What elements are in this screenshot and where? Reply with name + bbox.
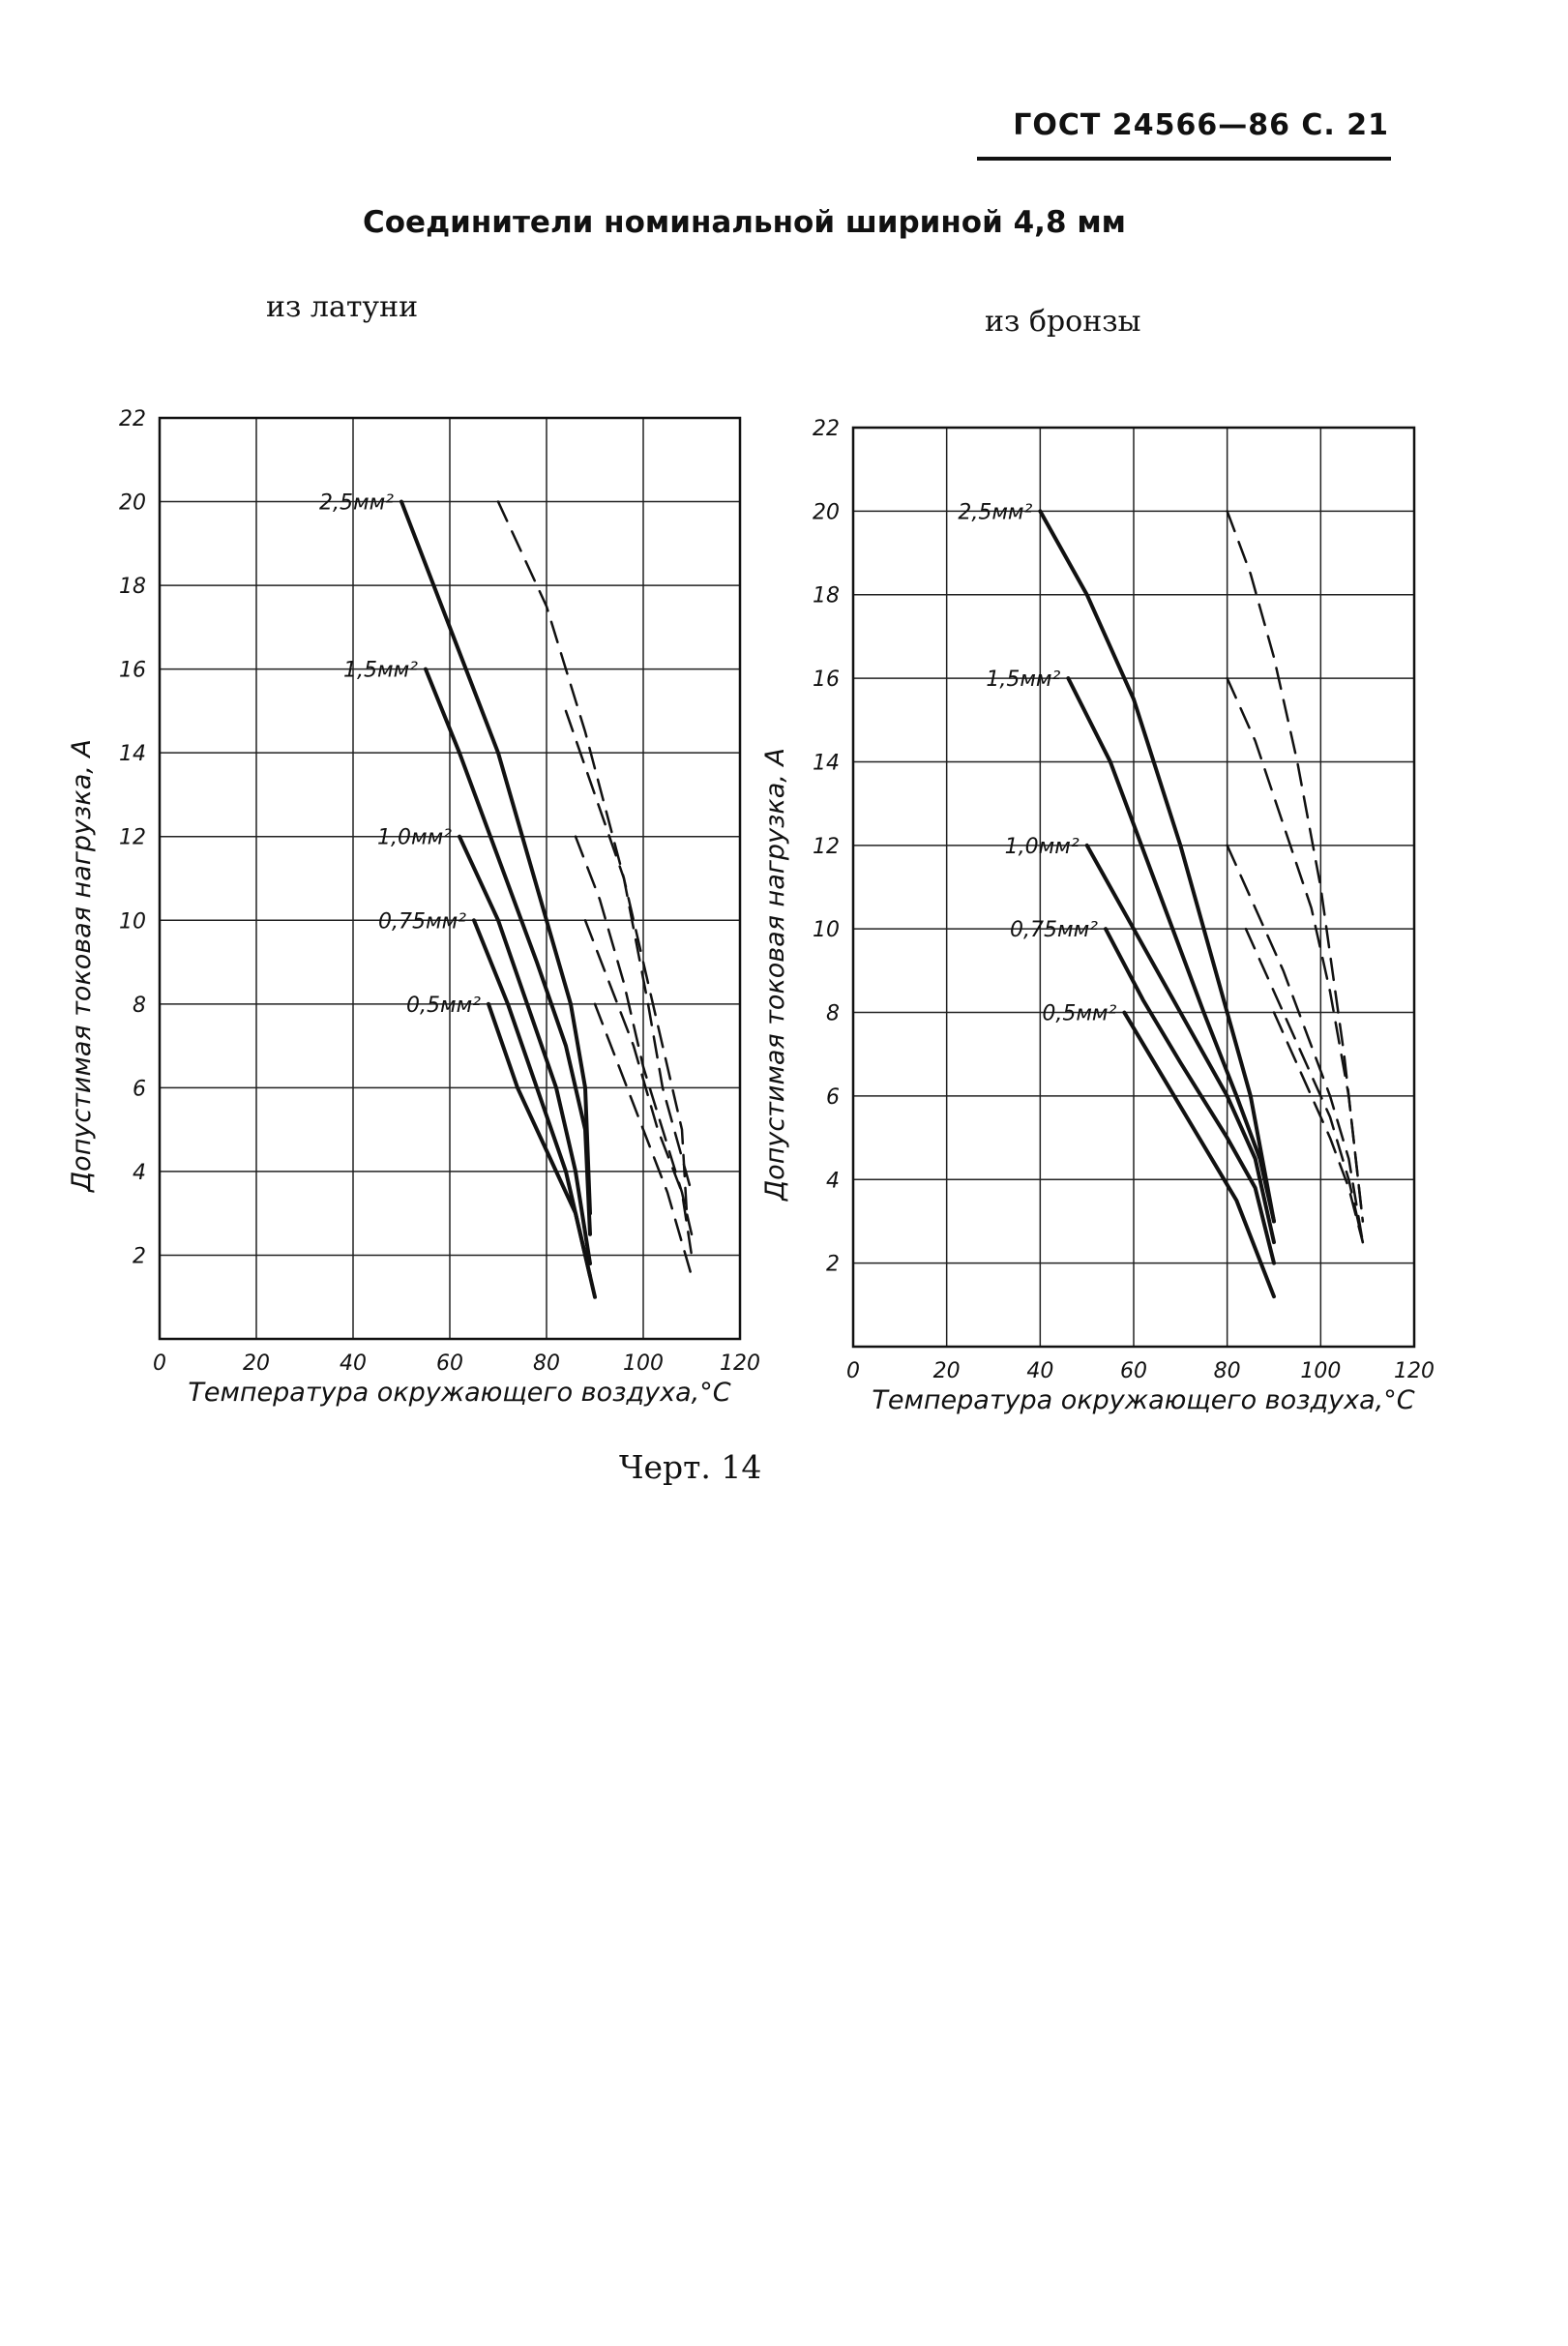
- x-tick-label: 20: [243, 1351, 270, 1376]
- x-axis-title: Температура окружающего воздуха,°С: [188, 1378, 730, 1408]
- header-rule: [977, 157, 1391, 161]
- y-tick-label: 22: [813, 417, 840, 441]
- y-tick-label: 8: [133, 994, 146, 1018]
- y-tick-label: 10: [119, 909, 146, 934]
- figure-caption: Черт. 14: [619, 1448, 762, 1486]
- x-tick-label: 120: [720, 1351, 760, 1376]
- series-line-solid: [1066, 676, 1276, 1224]
- chart-bronze: 0 20 40 60 80 100 120 2 4 6 8 10 12 14 16 18 20 22 Темпера…: [760, 417, 1435, 1415]
- y-axis-title: Допустимая токовая нагрузка, А: [760, 748, 790, 1202]
- y-tick-label: 18: [813, 584, 840, 609]
- y-tick-label: 6: [826, 1085, 840, 1110]
- x-tick-label: 120: [1394, 1359, 1435, 1383]
- plot-frame: [158, 416, 742, 1341]
- series-label: 0,75мм²: [378, 909, 466, 934]
- series-label: 1,5мм²: [986, 668, 1060, 692]
- right-chart-subtitle: из бронзы: [985, 305, 1141, 339]
- x-tick-label: 80: [1214, 1359, 1241, 1383]
- y-axis-title: Допустимая токовая нагрузка, А: [67, 739, 97, 1193]
- series-line-dashed: [593, 1002, 694, 1278]
- left-chart-subtitle: из латуни: [266, 290, 419, 324]
- series-line-dashed: [1226, 510, 1365, 1223]
- y-tick-label: 4: [826, 1169, 840, 1193]
- x-tick-label: 40: [340, 1351, 367, 1376]
- series-line-dashed: [574, 835, 694, 1236]
- series-line-solid: [1084, 843, 1276, 1245]
- series-line-solid: [1122, 1010, 1276, 1299]
- series-line-dashed: [583, 919, 694, 1257]
- series-line-solid: [487, 1001, 597, 1299]
- x-axis-title: Температура окружающего воздуха,°С: [872, 1385, 1414, 1415]
- y-tick-label: 20: [119, 491, 146, 516]
- y-tick-label: 8: [826, 1002, 840, 1026]
- series-line-solid: [1038, 509, 1276, 1224]
- series-label: 1,0мм²: [377, 826, 452, 850]
- y-tick-label: 12: [813, 835, 840, 859]
- y-tick-label: 20: [813, 500, 840, 524]
- series-line-dashed: [1272, 1011, 1365, 1244]
- y-tick-label: 2: [826, 1253, 840, 1277]
- series-line-dashed: [1226, 676, 1365, 1223]
- x-tick-label: 40: [1026, 1359, 1053, 1383]
- y-tick-label: 14: [119, 742, 146, 766]
- y-tick-label: 14: [813, 751, 840, 775]
- y-tick-label: 16: [813, 668, 840, 692]
- series-line-solid: [1104, 927, 1276, 1265]
- series-line-solid: [424, 667, 592, 1236]
- y-tick-label: 16: [119, 659, 146, 683]
- x-tick-label: 100: [623, 1351, 664, 1376]
- series-line-dashed: [564, 709, 689, 1215]
- series-label: 0,5мм²: [1042, 1002, 1116, 1026]
- figure-title: Соединители номинальной шириной 4,8 мм: [363, 205, 1127, 240]
- chart-brass: 0 20 40 60 80 100 120 2 4 6 8 10 12 14 16 18 20 22 Темпера…: [67, 407, 760, 1408]
- y-tick-label: 4: [133, 1161, 146, 1185]
- x-tick-label: 0: [153, 1351, 166, 1376]
- x-tick-label: 0: [846, 1359, 860, 1383]
- series-label: 0,5мм²: [406, 994, 481, 1018]
- series-label: 0,75мм²: [1010, 918, 1098, 942]
- series-label: 1,0мм²: [1005, 835, 1080, 859]
- y-tick-label: 12: [119, 826, 146, 850]
- series-line-solid: [399, 499, 592, 1216]
- series-label: 2,5мм²: [319, 491, 394, 516]
- series-label: 1,5мм²: [343, 659, 418, 683]
- y-tick-label: 10: [813, 918, 840, 942]
- x-tick-label: 20: [933, 1359, 961, 1383]
- series-line-solid: [458, 834, 592, 1266]
- page-header: ГОСТ 24566—86 С. 21: [1013, 108, 1389, 142]
- y-tick-label: 22: [119, 407, 146, 431]
- y-tick-label: 6: [133, 1077, 146, 1101]
- x-tick-label: 80: [533, 1351, 560, 1376]
- plot-frame: [851, 426, 1416, 1349]
- series-line-dashed: [1244, 927, 1365, 1244]
- series-line-dashed: [1226, 844, 1365, 1244]
- y-tick-label: 18: [119, 575, 146, 599]
- x-tick-label: 60: [1120, 1359, 1147, 1383]
- x-tick-label: 100: [1300, 1359, 1341, 1383]
- series-label: 2,5мм²: [958, 500, 1032, 524]
- x-tick-label: 60: [436, 1351, 463, 1376]
- y-tick-label: 2: [133, 1244, 146, 1268]
